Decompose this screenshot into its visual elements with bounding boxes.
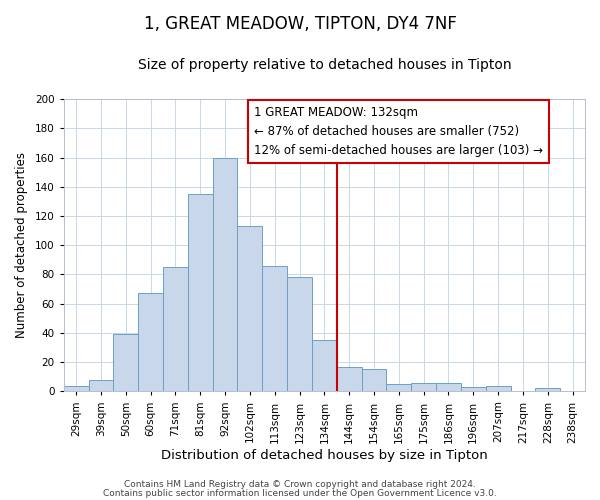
Bar [436, 382, 461, 392]
Bar [188, 194, 212, 392]
Bar [362, 370, 386, 392]
X-axis label: Distribution of detached houses by size in Tipton: Distribution of detached houses by size … [161, 450, 488, 462]
Bar [163, 267, 188, 392]
Text: 1, GREAT MEADOW, TIPTON, DY4 7NF: 1, GREAT MEADOW, TIPTON, DY4 7NF [143, 15, 457, 33]
Bar [238, 226, 262, 392]
Bar [535, 388, 560, 392]
Bar [287, 278, 312, 392]
Bar [212, 158, 238, 392]
Text: 1 GREAT MEADOW: 132sqm
← 87% of detached houses are smaller (752)
12% of semi-de: 1 GREAT MEADOW: 132sqm ← 87% of detached… [254, 106, 543, 158]
Bar [312, 340, 337, 392]
Bar [64, 386, 89, 392]
Title: Size of property relative to detached houses in Tipton: Size of property relative to detached ho… [137, 58, 511, 71]
Bar [113, 334, 138, 392]
Bar [411, 382, 436, 392]
Bar [262, 266, 287, 392]
Bar [138, 294, 163, 392]
Bar [386, 384, 411, 392]
Bar [89, 380, 113, 392]
Text: Contains public sector information licensed under the Open Government Licence v3: Contains public sector information licen… [103, 488, 497, 498]
Bar [486, 386, 511, 392]
Bar [461, 387, 486, 392]
Bar [337, 366, 362, 392]
Text: Contains HM Land Registry data © Crown copyright and database right 2024.: Contains HM Land Registry data © Crown c… [124, 480, 476, 489]
Y-axis label: Number of detached properties: Number of detached properties [15, 152, 28, 338]
